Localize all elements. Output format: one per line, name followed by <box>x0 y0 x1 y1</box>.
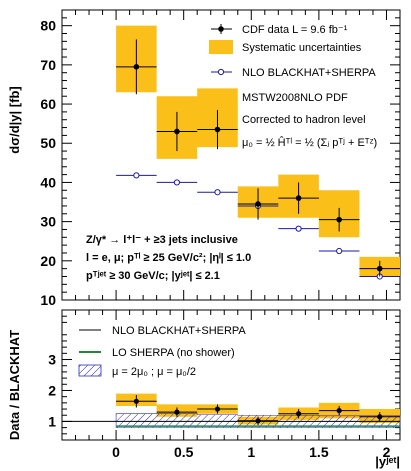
cdf-point <box>214 126 221 133</box>
nlo-point <box>336 247 343 255</box>
legend-lo-label: LO SHERPA (no shower) <box>112 347 235 359</box>
process-annotation: Z/γ* → l⁺l⁻ + ≥3 jets inclusive <box>86 234 238 246</box>
x-tick-label: 1.5 <box>309 444 329 460</box>
top-frame <box>61 9 401 301</box>
y-tick-label: 20 <box>40 253 56 269</box>
legend-syst-swatch <box>209 40 233 54</box>
y-axis-label: dσ/d|y| [fb] <box>7 86 22 153</box>
y-axis-label: Data / BLACKHAT <box>7 330 22 440</box>
ratio-point <box>133 398 139 404</box>
legend-scale-label: μ₀ = ½ Ĥᵀˡ = ½ (Σⱼ pᵀʲ + Eᵀᶻ) <box>242 136 377 149</box>
systematic-band <box>116 25 400 277</box>
cdf-point <box>255 201 261 207</box>
y-tick-label: 70 <box>40 57 56 73</box>
legend-cdf-label: CDF data L = 9.6 fb⁻¹ <box>242 24 348 36</box>
bottom-frame <box>61 309 401 441</box>
cdf-point <box>174 128 180 135</box>
legend-pdf-label: MSTW2008NLO PDF <box>242 92 348 104</box>
x-axis-label: |yʲᵉᵗ| <box>375 454 400 469</box>
ratio-point <box>336 407 342 414</box>
ratio-point <box>214 406 221 412</box>
y-tick-label: 50 <box>40 135 56 151</box>
nlo-point <box>214 189 221 196</box>
nlo-point <box>133 172 140 179</box>
cdf-point <box>376 265 383 272</box>
ratio-point <box>377 414 383 420</box>
y-tick-label: 10 <box>40 292 56 308</box>
y-tick-label: 1 <box>48 413 56 429</box>
legend-syst-label: Systematic uncertainties <box>242 42 362 54</box>
process-annotation: pᵀʲᵉᵗ ≥ 30 GeV/c; |yʲᵉᵗ| ≤ 2.1 <box>86 270 220 282</box>
x-tick-label: 0.5 <box>174 444 194 460</box>
legend-nlo-label: NLO BLACKHAT+SHERPA <box>112 325 246 337</box>
legend-nlo-marker <box>217 68 225 76</box>
y-tick-label: 60 <box>40 96 56 112</box>
nlo-point <box>173 179 181 186</box>
legend-cdf-marker <box>218 26 224 32</box>
legend-corr-label: Corrected to hadron level <box>242 114 366 126</box>
cdf-point <box>133 64 140 70</box>
y-tick-label: 30 <box>40 214 56 230</box>
legend-nlo-label: NLO BLACKHAT+SHERPA <box>242 67 376 79</box>
x-tick-label: 1 <box>247 444 255 460</box>
x-tick-label: 2 <box>383 444 391 460</box>
y-tick-label: 3 <box>48 352 56 368</box>
cdf-point <box>336 216 342 223</box>
top-panel: 10 20 30 40 50 60 70 80 dσ/d|y| [fb] CDF data L =… <box>7 9 401 308</box>
x-tick-label: 0 <box>112 444 120 460</box>
nlo-point <box>295 225 302 232</box>
ratio-point <box>255 418 261 424</box>
ratio-point <box>174 409 180 415</box>
y-tick-label: 80 <box>40 18 56 34</box>
ratio-point <box>296 411 302 417</box>
y-tick-label: 40 <box>40 174 56 190</box>
y-tick-label: 2 <box>48 382 56 398</box>
legend-scale-swatch <box>78 364 102 377</box>
process-annotation: l = e, μ; pᵀˡ ≥ 25 GeV/c²; |ηˡ| ≤ 1.0 <box>86 252 251 264</box>
legend-scale-label: μ = 2μ₀ ; μ = μ₀/2 <box>112 366 196 378</box>
cdf-point <box>295 195 302 201</box>
